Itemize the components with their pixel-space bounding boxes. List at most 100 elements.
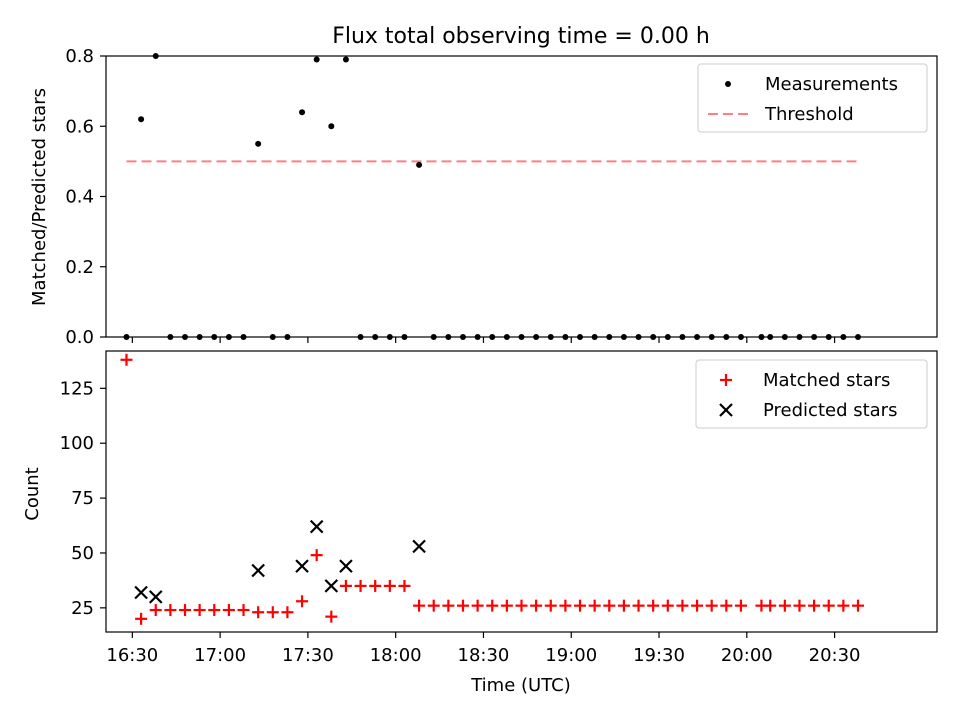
measurement-point [416,161,423,168]
matched-star-point [603,599,616,612]
measurement-point [489,334,496,340]
matched-star-point [413,599,426,612]
matched-star-point [120,353,133,366]
matched-star-point [837,599,850,612]
x-tick-label: 17:00 [194,645,246,666]
measurement-point [123,334,130,340]
matched-star-point [500,599,513,612]
matched-star-point [339,579,352,592]
measurement-point [328,123,335,130]
matched-star-point [354,579,367,592]
measurement-point [840,334,847,340]
measurement-point [635,334,642,340]
bottom-y-tick-label: 100 [60,433,94,454]
top-legend-box [697,63,928,133]
predicted-star-point [134,585,148,600]
matched-star-point [456,599,469,612]
matched-star-point [471,599,484,612]
matched-star-point [325,610,338,623]
matched-star-point [691,599,704,612]
top-y-tick-label: 0.8 [65,46,94,67]
measurement-point [503,334,510,340]
measurement-point [255,140,262,147]
bottom-y-tick-label: 125 [60,378,94,399]
bottom-legend: Matched stars Predicted stars [695,359,928,429]
bottom-y-tick-label: 50 [71,543,94,564]
legend-threshold-label: Threshold [764,104,854,125]
matched-star-point [252,606,265,619]
measurement-point [796,334,803,340]
matched-stars-points [120,353,864,625]
x-tick-label: 20:30 [809,645,861,666]
top-y-tick-label: 0.0 [65,327,94,348]
matched-star-point [720,599,733,612]
matched-star-point [661,599,674,612]
matched-star-point [266,606,279,619]
legend-predicted-label: Predicted stars [763,400,897,421]
measurement-points [123,53,861,340]
x-tick-label: 18:30 [458,645,510,666]
matched-star-point [296,595,309,608]
matched-star-point [632,599,645,612]
top-panel: 0.00.20.40.60.8 Matched/Predicted stars … [29,46,938,348]
top-x-ticks [131,337,836,343]
bottom-x-ticks: 16:30 17:00 17:30 18:00 18:30 19:00 19:30 20:00… [106,632,861,666]
predicted-star-point [251,563,265,578]
measurement-point [811,334,818,340]
x-tick-label: 19:00 [545,645,597,666]
matched-star-point [734,599,747,612]
matched-star-point [310,549,323,562]
predicted-star-point [148,590,163,604]
matched-star-point [149,604,162,617]
matched-star-point [764,599,777,612]
x-tick-label: 18:00 [370,645,422,666]
predicted-star-point [324,579,339,593]
predicted-star-point [309,519,324,534]
matched-star-point [676,599,689,612]
matched-star-point [193,604,206,617]
matched-star-point [647,599,660,612]
bottom-y-ticks: 25 50 75 100 125 [60,378,106,619]
top-legend: Measurements Threshold [697,63,928,133]
measurement-point [533,334,540,340]
matched-star-point [369,579,382,592]
predicted-star-point [339,559,353,573]
measurement-point [357,334,364,340]
x-axis-label: Time (UTC) [470,675,571,696]
matched-star-point [778,599,791,612]
matched-star-point [851,599,864,612]
matched-star-point [515,599,528,612]
matched-star-point [281,606,294,619]
measurement-point [167,334,174,340]
measurement-point [401,334,408,340]
predicted-stars-points [134,519,426,604]
measurement-point [138,116,145,123]
x-tick-label: 16:30 [106,645,158,666]
measurement-point [284,334,291,340]
measurement-point [196,334,203,340]
measurement-point [650,334,657,340]
matched-star-point [530,599,543,612]
measurement-point [225,334,232,340]
measurement-point [430,334,437,340]
matched-star-point [559,599,572,612]
matched-star-point [135,612,148,625]
measurement-point [211,334,218,340]
measurement-point [694,334,701,340]
measurement-point [269,334,276,340]
matched-star-point [617,599,630,612]
measurement-point [664,334,671,340]
matched-star-point [179,604,192,617]
matched-star-point [544,599,557,612]
bottom-panel: 25 50 75 100 125 16:30 17:00 17:30 18:00 18:30 19… [22,350,938,666]
matched-star-point [793,599,806,612]
measurement-point [182,334,189,340]
matched-star-point [486,599,499,612]
measurement-point [854,334,861,340]
measurement-point [620,334,627,340]
legend-matched-label: Matched stars [763,370,890,391]
top-y-ticks: 0.0 0.2 0.4 0.6 0.8 [65,46,106,348]
matched-star-point [705,599,718,612]
measurement-point [825,334,832,340]
